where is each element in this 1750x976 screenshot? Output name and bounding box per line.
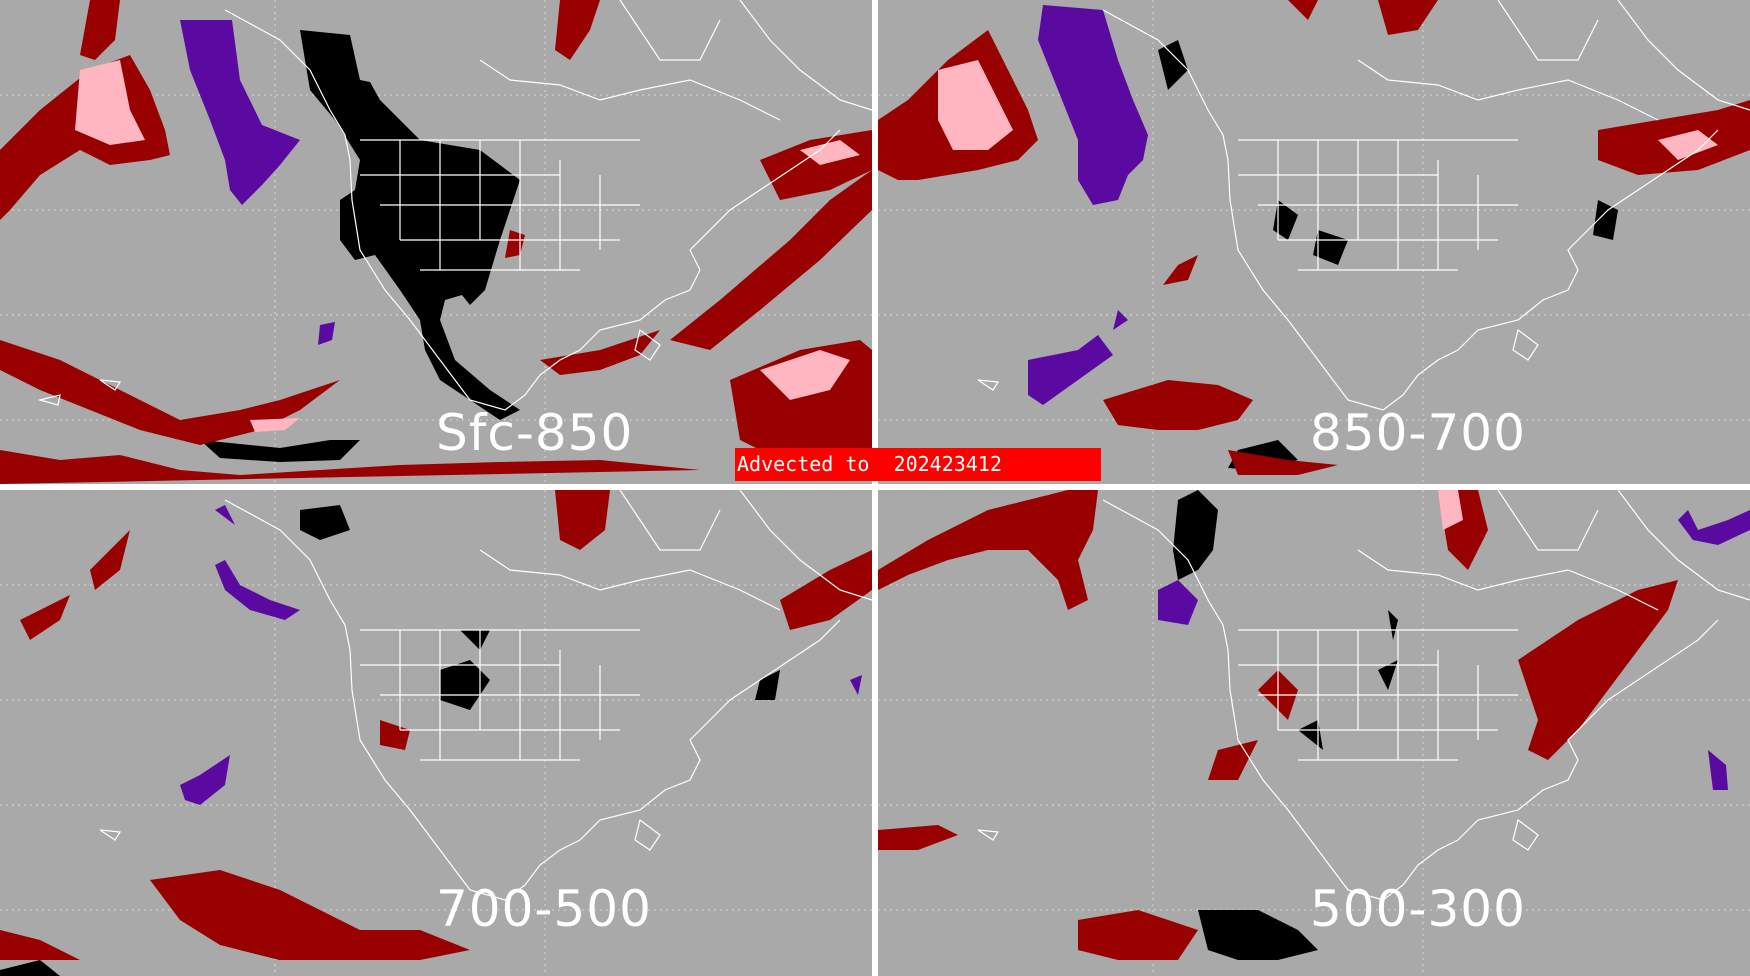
purple-region — [1158, 510, 1750, 790]
map-canvas — [0, 490, 872, 976]
map-outline — [99, 490, 872, 901]
purple-region — [180, 505, 862, 805]
purple-region — [180, 20, 335, 345]
panel-500-300: 500-300 — [878, 490, 1750, 976]
dark-red-region — [878, 490, 1678, 960]
panel-sfc-850: Sfc-850 — [0, 0, 872, 484]
panel-700-500: 700-500 — [0, 490, 872, 976]
pink-region — [938, 60, 1718, 160]
map-canvas — [878, 490, 1750, 976]
purple-region — [1028, 5, 1148, 405]
layer-label: 700-500 — [436, 880, 652, 938]
map-outline — [37, 0, 872, 411]
dark-red-region — [0, 490, 872, 960]
pink-region — [75, 60, 860, 432]
map-outline — [977, 0, 1750, 411]
layer-label: Sfc-850 — [436, 404, 634, 462]
map-canvas — [878, 0, 1750, 484]
black-region — [200, 30, 520, 462]
map-canvas — [0, 0, 872, 484]
panel-850-700: 850-700 — [878, 0, 1750, 484]
pink-region — [1438, 490, 1463, 530]
map-outline — [977, 490, 1750, 901]
layer-label: 850-700 — [1310, 404, 1526, 462]
advected-banner: Advected to 202423412 — [735, 448, 1101, 481]
layer-label: 500-300 — [1310, 880, 1526, 938]
